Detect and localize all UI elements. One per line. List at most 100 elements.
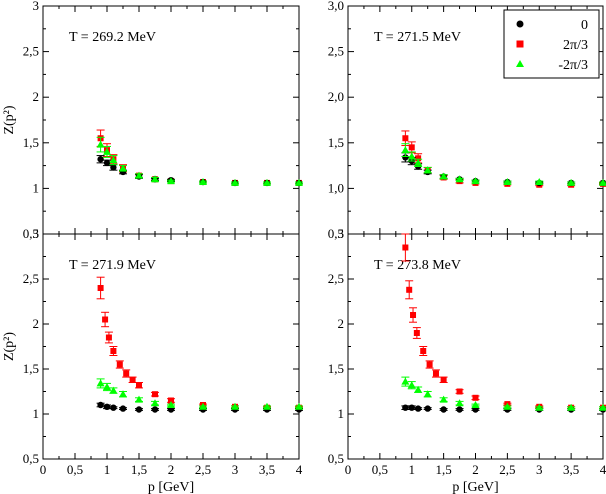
data-point <box>119 390 127 398</box>
y-tick-label: 2,5 <box>328 44 344 59</box>
x-tick-label: 1 <box>409 462 416 477</box>
temperature-annotation: T = 273.8 MeV <box>374 258 461 273</box>
y-tick-label: 2,0 <box>328 89 344 104</box>
data-point <box>295 178 303 186</box>
data-point <box>455 175 464 183</box>
data-point <box>123 370 130 377</box>
data-point <box>408 404 415 411</box>
data-point <box>440 406 447 413</box>
x-tick-label: 0,5 <box>372 462 388 477</box>
data-point <box>414 158 423 166</box>
x-tick-label: 1,5 <box>131 462 147 477</box>
data-point <box>96 379 105 387</box>
panel-top-left: 0,5 1 1,5 2 2,5 3 Z(p²) T = 269.2 MeV <box>2 0 303 241</box>
data-point <box>263 402 271 410</box>
data-point <box>420 348 427 354</box>
x-tick-label: 2,5 <box>195 462 211 477</box>
series-minus-2pi-3 <box>96 378 303 410</box>
y-tick-label: 0,5 <box>328 451 344 466</box>
data-point <box>402 244 409 251</box>
y-tick-label: 2 <box>33 89 40 104</box>
data-point <box>535 403 544 411</box>
data-point <box>423 390 432 398</box>
data-point <box>407 381 416 389</box>
y-tick-label: 2,5 <box>23 44 39 59</box>
data-point <box>401 377 410 385</box>
data-point <box>135 395 143 403</box>
temperature-annotation: T = 269.2 MeV <box>69 30 156 45</box>
data-point <box>102 316 109 323</box>
data-point <box>110 404 117 411</box>
data-point <box>103 147 111 155</box>
data-point <box>135 406 143 413</box>
data-point <box>440 376 447 383</box>
data-point <box>151 399 159 407</box>
data-point <box>119 405 127 412</box>
legend-label: 2π/3 <box>563 38 588 53</box>
data-point <box>136 382 142 389</box>
x-tick-label: 3 <box>536 462 543 477</box>
x-tick-label: 2 <box>168 462 175 477</box>
panel-bottom-right: 0,511,522,530 0,5 1 1,5 2 2,5 3 3,5 4p [GeV]T = … <box>328 226 606 494</box>
data-point <box>503 402 512 410</box>
x-tick-label: 3,5 <box>259 462 275 477</box>
y-tick-label: 0,5 <box>23 226 39 241</box>
data-point <box>103 159 111 167</box>
data-point <box>167 177 175 185</box>
series-plus-2pi-3 <box>96 276 303 411</box>
y-axis-label: Z(p²) <box>2 332 17 361</box>
y-tick-label: 2,5 <box>328 271 344 286</box>
data-point <box>402 404 409 411</box>
data-point <box>97 285 104 291</box>
temperature-annotation: T = 271.5 MeV <box>374 30 461 45</box>
y-tick-label: 3 <box>33 0 40 13</box>
data-point <box>97 156 104 163</box>
data-point <box>109 386 118 394</box>
x-tick-label: 0 <box>345 462 352 477</box>
data-point <box>471 177 480 185</box>
y-tick-label: 2,5 <box>23 271 39 286</box>
y-tick-label: 3 <box>33 226 40 241</box>
series-plus-2pi-3 <box>401 130 606 188</box>
data-point <box>439 172 448 180</box>
data-point <box>116 361 123 368</box>
data-point <box>432 370 439 377</box>
data-point <box>415 155 422 162</box>
data-point <box>231 178 239 186</box>
x-tick-label: 1,5 <box>436 462 452 477</box>
y-tick-label: 3 <box>338 226 345 241</box>
data-point <box>402 154 409 161</box>
data-point <box>407 152 416 160</box>
series-minus-2pi-3 <box>401 143 606 186</box>
data-point <box>471 401 480 408</box>
data-point <box>199 178 207 186</box>
data-point <box>152 391 158 398</box>
data-point <box>423 166 432 174</box>
data-point <box>599 178 606 186</box>
data-point <box>503 178 512 186</box>
x-tick-label: 3,5 <box>563 462 579 477</box>
data-point <box>439 395 448 403</box>
data-point <box>401 146 410 154</box>
data-point <box>151 175 159 183</box>
legend-label: 0 <box>581 18 588 33</box>
data-point <box>135 171 143 179</box>
series-plus-2pi-3 <box>96 129 303 186</box>
x-tick-label: 0,5 <box>67 462 83 477</box>
x-tick-label: 3 <box>232 462 239 477</box>
y-tick-label: 3,0 <box>328 0 344 13</box>
data-point <box>599 403 606 411</box>
y-tick-label: 1,5 <box>23 135 39 150</box>
series-minus-2pi-3 <box>96 136 303 186</box>
legend-marker-triangle <box>516 60 524 67</box>
y-tick-label: 1,5 <box>328 361 344 376</box>
data-point <box>408 144 415 151</box>
y-tick-label: 1 <box>33 180 40 195</box>
y-tick-label: 1,5 <box>328 135 344 150</box>
y-tick-label: 1,5 <box>23 361 39 376</box>
y-tick-label: 1 <box>338 406 345 421</box>
y-axis-label: Z(p²) <box>2 105 17 134</box>
data-point <box>567 178 576 186</box>
data-point <box>456 406 463 413</box>
